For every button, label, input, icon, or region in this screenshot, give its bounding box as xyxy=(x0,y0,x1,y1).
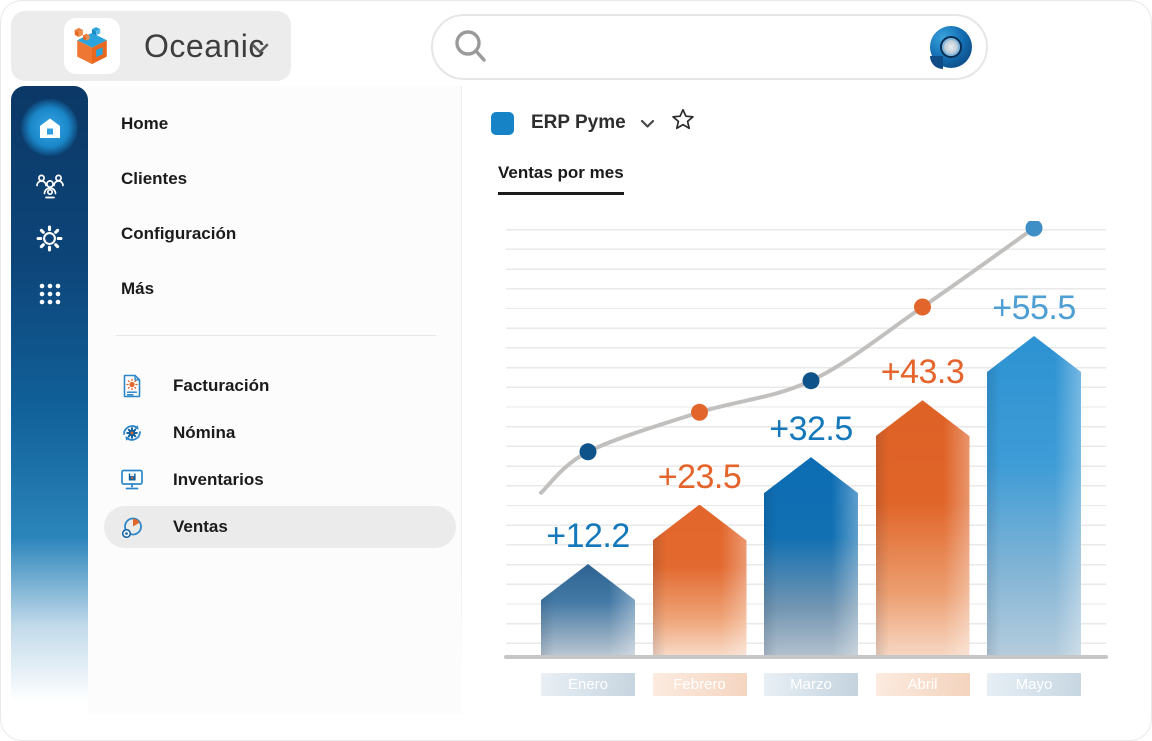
search-icon xyxy=(451,27,491,67)
gear-icon xyxy=(36,225,63,252)
x-axis-label-enero: Enero xyxy=(541,673,635,696)
tab-ventas-por-mes[interactable]: Ventas por mes xyxy=(498,163,624,195)
chevron-down-icon xyxy=(640,116,655,134)
apps-grid-icon xyxy=(39,283,60,305)
panel-divider xyxy=(461,86,462,664)
app-title: ERP Pyme xyxy=(531,112,626,133)
brand-switcher[interactable]: Oceanic xyxy=(11,11,291,81)
rail-home-button[interactable] xyxy=(11,116,88,140)
x-axis-label-mayo: Mayo xyxy=(987,673,1081,696)
icon-rail xyxy=(11,86,88,714)
menu-item-clientes[interactable]: Clientes xyxy=(88,159,462,199)
menu-item-configuracion[interactable]: Configuración xyxy=(88,214,462,254)
assistant-lens xyxy=(940,36,962,58)
x-axis-label-abril: Abril xyxy=(875,673,970,696)
bar-value-label: +55.5 xyxy=(992,289,1076,327)
favorite-star-icon[interactable] xyxy=(671,108,695,136)
menu-divider xyxy=(116,335,436,336)
team-icon xyxy=(35,174,64,199)
menu-item-label: Más xyxy=(121,279,155,298)
menu-item-mas[interactable]: Más xyxy=(88,269,462,309)
chart-x-axis xyxy=(504,655,1108,659)
bar-febrero xyxy=(652,504,747,657)
home-icon xyxy=(39,118,60,138)
menu-item-label: Clientes xyxy=(121,169,188,188)
payroll-icon xyxy=(119,421,145,445)
search-bar[interactable] xyxy=(431,14,988,80)
menu-item-label: Home xyxy=(121,114,169,133)
sales-pie-icon xyxy=(119,516,145,539)
menu-item-home[interactable]: Home xyxy=(88,104,462,144)
search-input[interactable] xyxy=(503,16,930,78)
x-axis-label-marzo: Marzo xyxy=(764,673,858,696)
menu-item-label: Inventarios xyxy=(173,470,264,489)
oceanic-logo-icon xyxy=(74,27,107,65)
sales-chart: +12.2 Enero +23.5 Febrero +32.5 Marzo +43.3 Abr… xyxy=(504,221,1108,721)
inventory-icon xyxy=(119,469,145,491)
menu-item-label: Configuración xyxy=(121,224,237,243)
app-icon xyxy=(491,111,514,135)
brand-logo xyxy=(64,18,120,74)
menu-item-facturacion[interactable]: Facturación xyxy=(88,365,462,407)
bar-value-label: +43.3 xyxy=(880,353,965,392)
menu-item-nomina[interactable]: Nómina xyxy=(88,412,462,454)
menu-item-label: Ventas xyxy=(173,517,228,536)
menu-item-ventas[interactable]: Ventas xyxy=(88,506,462,548)
bar-value-label: +12.2 xyxy=(546,517,630,556)
selected-item-highlight xyxy=(104,506,456,548)
chat-assistant-icon[interactable] xyxy=(930,26,972,69)
x-axis-label-febrero: Febrero xyxy=(652,673,747,696)
rail-team-button[interactable] xyxy=(11,173,88,200)
bar-value-label: +32.5 xyxy=(769,410,853,449)
bar-value-label: +23.5 xyxy=(657,457,742,496)
navigation-panel: Home Clientes Configuración Más xyxy=(88,86,462,714)
brand-name: Oceanic xyxy=(144,27,265,64)
invoice-icon xyxy=(119,374,145,398)
menu-item-label: Nómina xyxy=(173,423,236,442)
rail-apps-button[interactable] xyxy=(11,281,88,307)
chevron-down-icon xyxy=(251,41,269,59)
menu-item-inventarios[interactable]: Inventarios xyxy=(88,459,462,501)
app-selector[interactable]: ERP Pyme xyxy=(491,107,695,139)
rail-settings-button[interactable] xyxy=(11,225,88,252)
menu-item-label: Facturación xyxy=(173,376,270,395)
